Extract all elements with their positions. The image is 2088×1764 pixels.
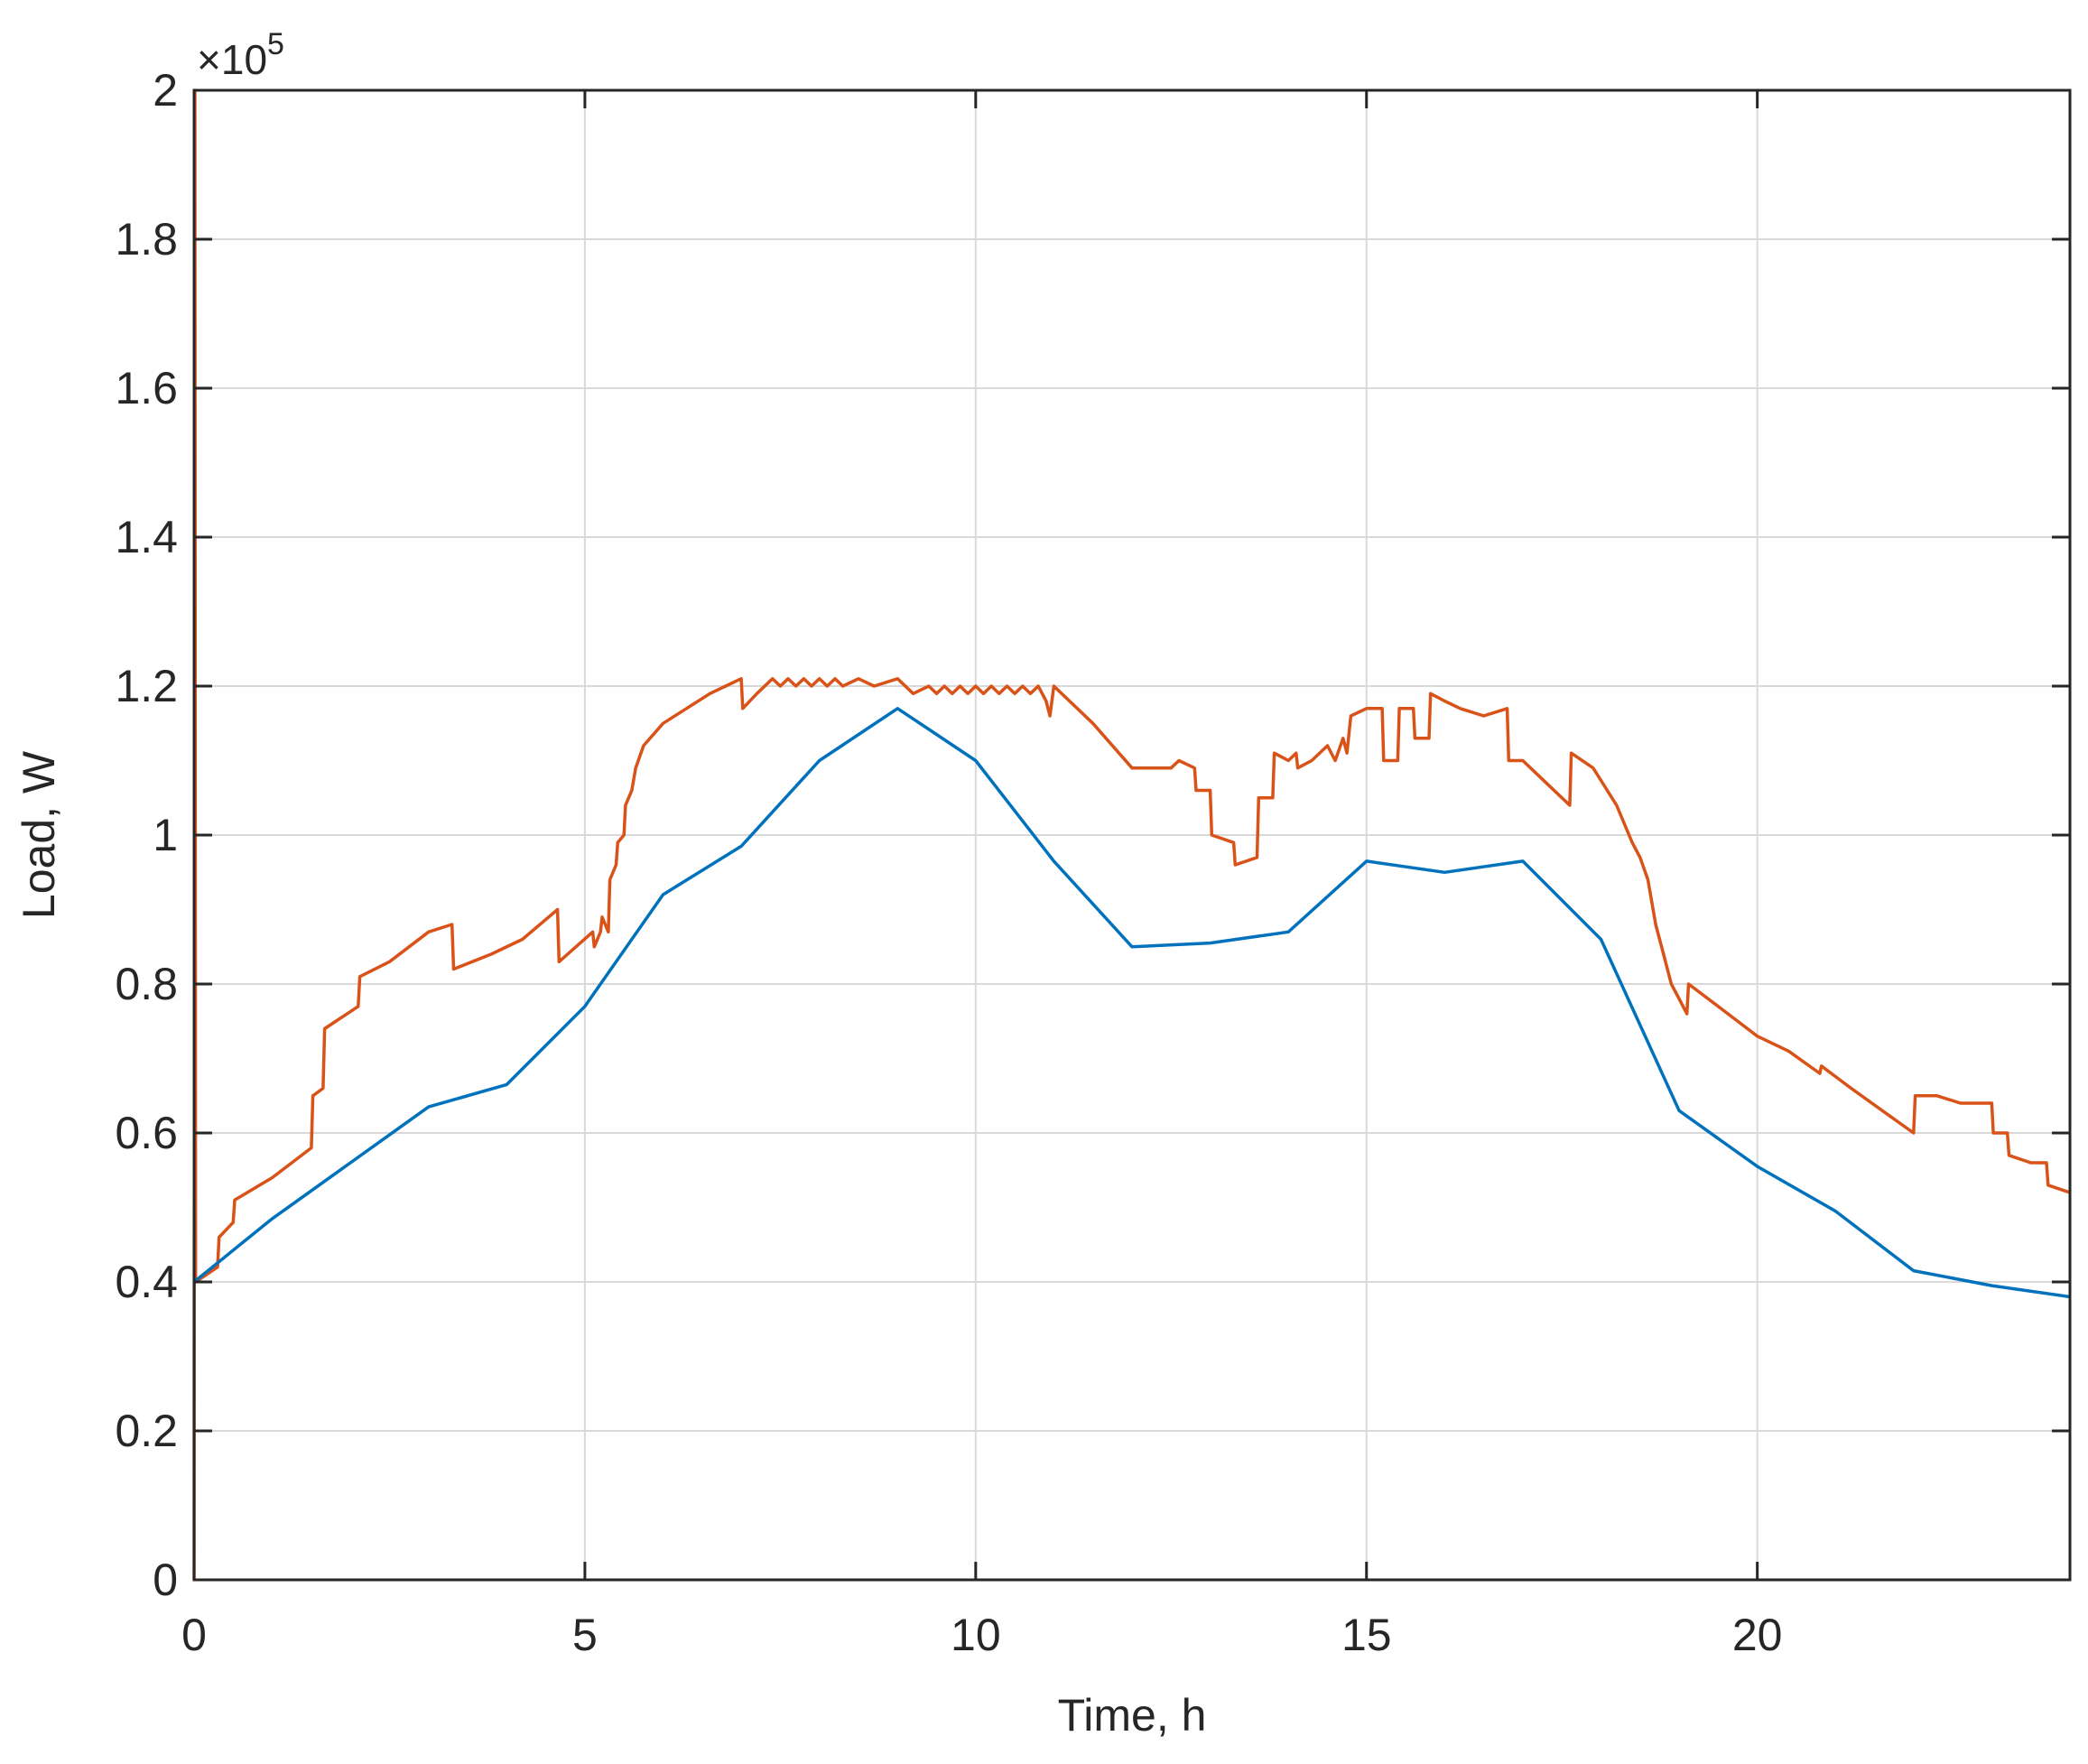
y-tick-label: 0 xyxy=(153,1555,178,1605)
x-tick-label: 20 xyxy=(1732,1610,1783,1660)
y-tick-label: 2 xyxy=(153,65,178,116)
y-tick-labels: 0 0.2 0.4 0.6 0.8 1 1.2 1.4 1.6 1.8 2 xyxy=(115,65,178,1605)
x-axis-label: Time, h xyxy=(1058,1690,1207,1741)
y-tick-label: 1.2 xyxy=(115,661,178,711)
x-tick-label: 0 xyxy=(181,1610,207,1660)
series-line-1 xyxy=(192,88,2071,1581)
y-tick-label: 1.4 xyxy=(115,512,178,562)
grid-lines xyxy=(194,90,2070,1580)
y-tick-label: 0.6 xyxy=(115,1108,178,1158)
x-tick-label: 15 xyxy=(1341,1610,1392,1660)
y-tick-label: 1 xyxy=(153,810,178,860)
y-tick-label: 1.8 xyxy=(115,214,178,265)
y-tick-label: 0.2 xyxy=(115,1406,178,1456)
y-tick-label: 1.6 xyxy=(115,363,178,413)
y-tick-label: 0.8 xyxy=(115,959,178,1009)
y-exponent-label: ×105 xyxy=(197,27,284,83)
series-layer xyxy=(192,88,2071,1581)
y-axis-label: Load, W xyxy=(14,750,64,919)
x-tick-label: 10 xyxy=(951,1610,1001,1660)
x-tick-labels: 0 5 10 15 20 xyxy=(181,1610,1782,1660)
series-line-2 xyxy=(192,707,2071,1299)
y-tick-label: 0.4 xyxy=(115,1257,178,1307)
tick-marks xyxy=(192,88,2070,1582)
x-tick-label: 5 xyxy=(572,1610,598,1660)
